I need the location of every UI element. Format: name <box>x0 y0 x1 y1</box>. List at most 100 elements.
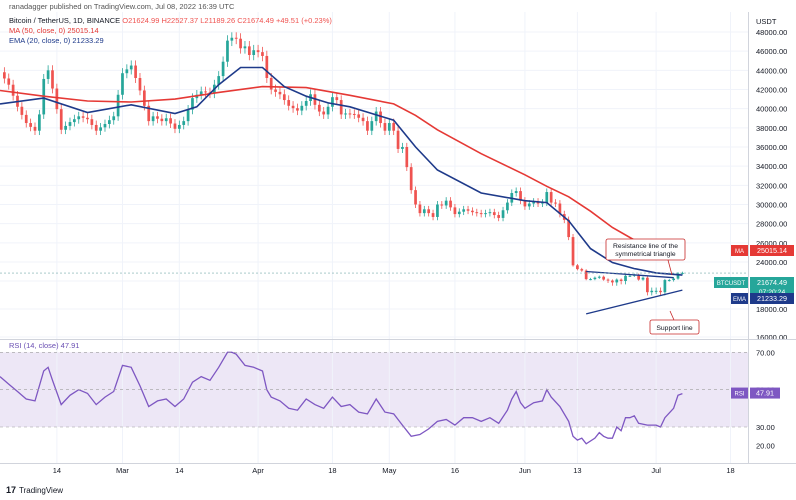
rsi-tag-name-text: RSI <box>734 392 744 398</box>
candle-body <box>676 273 680 279</box>
price-tag-name <box>731 293 748 304</box>
candle-body <box>554 202 557 204</box>
candle-body <box>156 116 159 119</box>
candle-body <box>593 277 597 280</box>
legend-ema: EMA (20, close, 0) 21233.29 <box>9 35 104 45</box>
price-tick-label: 44000.00 <box>756 66 787 75</box>
candle-body <box>396 130 400 149</box>
candle-body <box>221 61 225 77</box>
candle-body <box>300 105 304 111</box>
annotation-box <box>605 238 686 261</box>
candle-body <box>532 201 536 204</box>
candle-body <box>527 203 531 207</box>
candle-body <box>326 106 330 115</box>
candle-body <box>457 211 461 215</box>
candle-body <box>619 279 623 281</box>
candle-body <box>7 78 11 85</box>
candle-body <box>449 200 452 208</box>
price-tag-name <box>714 277 748 288</box>
candle-body <box>366 121 369 131</box>
footer[interactable]: 17 TradingView <box>6 485 63 495</box>
price-tick-label: 40000.00 <box>756 105 787 114</box>
candle-body <box>374 111 378 122</box>
candle-body <box>247 46 251 55</box>
candle-body <box>169 118 172 124</box>
candle-body <box>38 114 41 131</box>
price-tag-countdown: 07:20:24 <box>759 289 786 296</box>
candle-body <box>611 280 614 283</box>
price-tick-label: 38000.00 <box>756 124 787 133</box>
candle-body <box>274 89 277 92</box>
date-tick-label: Apr <box>252 466 264 475</box>
candle-body <box>606 279 610 281</box>
candle-body <box>659 290 662 293</box>
resistance-trendline <box>586 270 674 279</box>
rsi-tag-value-text: 47.91 <box>756 389 774 398</box>
candle-body <box>199 91 203 95</box>
candle-body <box>160 118 164 122</box>
candle-body <box>81 116 85 118</box>
candle-body <box>151 116 155 122</box>
candle-body <box>414 190 417 205</box>
price-tag-name-text: MA <box>735 249 744 255</box>
price-tag-value-text: 21233.29 <box>757 294 787 303</box>
price-tick-label: 34000.00 <box>756 162 787 171</box>
candle-body <box>444 200 448 206</box>
candle-body <box>401 147 404 149</box>
candle-body <box>646 277 649 293</box>
candle-body <box>51 70 54 89</box>
candle-body <box>597 276 601 278</box>
candle-body <box>602 276 606 280</box>
candle-body <box>357 114 361 118</box>
date-tick-label: 18 <box>726 466 734 475</box>
price-tick-label: 46000.00 <box>756 47 787 56</box>
candle-body <box>628 275 632 277</box>
candle-body <box>261 52 264 56</box>
rsi-tag-name <box>731 387 748 399</box>
rsi-tick-label: 30.00 <box>756 423 775 432</box>
price-tag-value <box>750 277 794 297</box>
date-tick-label: Jul <box>651 466 661 475</box>
candle-body <box>567 219 571 238</box>
date-tick-label: 16 <box>451 466 459 475</box>
candle-body <box>142 90 146 106</box>
price-tag-name <box>731 245 748 256</box>
candle-body <box>663 280 667 293</box>
candle-body <box>11 84 15 96</box>
candle-body <box>59 109 63 130</box>
annotation-box <box>649 319 700 335</box>
candle-body <box>348 113 352 115</box>
candle-body <box>20 106 24 115</box>
candle-body <box>466 209 470 211</box>
candle-body <box>484 213 487 215</box>
candle-body <box>436 204 439 217</box>
candle-body <box>571 237 575 266</box>
annotation-text: Resistance line of the <box>613 243 678 250</box>
candle-body <box>230 37 234 41</box>
candle-body <box>317 104 321 112</box>
candle-body <box>545 192 549 203</box>
rsi-legend: RSI (14, close) 47.91 <box>9 341 80 350</box>
annotation-text: Support line <box>656 325 692 332</box>
candle-body <box>77 116 81 120</box>
candle-body <box>173 123 177 129</box>
candle-body <box>624 275 627 281</box>
candle-body <box>506 202 509 211</box>
price-tick-label: 28000.00 <box>756 220 787 229</box>
price-tick-label: 36000.00 <box>756 143 787 152</box>
candle-body <box>125 69 129 74</box>
candle-body <box>191 98 194 110</box>
candle-body <box>549 192 553 203</box>
candle-body <box>164 118 168 122</box>
candle-body <box>94 124 98 131</box>
tradingview-logo-icon: 17 <box>6 485 17 495</box>
rsi-tag-value <box>750 387 780 399</box>
candle-body <box>243 46 247 49</box>
date-tick-label: 13 <box>573 466 581 475</box>
candle-body <box>339 100 343 115</box>
candle-body <box>103 124 107 128</box>
candle-body <box>650 290 654 293</box>
annotation-text: symmetrical triangle <box>615 251 676 258</box>
candle-body <box>479 213 483 215</box>
